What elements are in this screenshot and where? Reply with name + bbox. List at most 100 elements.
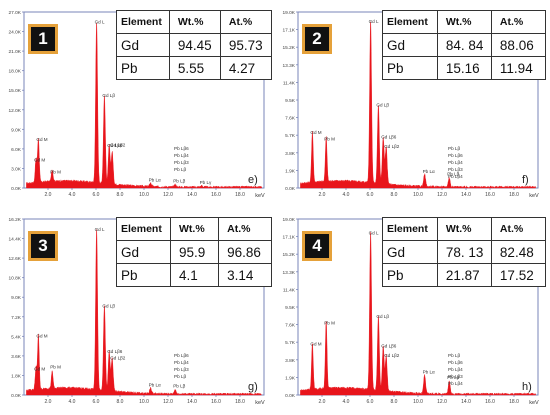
peak-label: Gd Lβ6 — [107, 143, 123, 148]
x-tick-label: 8.0 — [117, 192, 124, 198]
peak-label: Pb M — [324, 137, 335, 142]
y-tick-label: 3.6K — [11, 354, 22, 360]
x-tick-label: 4.0 — [69, 399, 76, 405]
panel-caption: g) — [248, 381, 258, 393]
x-tick-label: 2.0 — [319, 399, 326, 405]
peak-label: Pb Lβ — [448, 146, 460, 151]
peak-label: Pb Lβ4 — [448, 381, 463, 386]
table-cell: 15.16 — [436, 56, 492, 80]
x-tick-label: 18.0 — [509, 399, 519, 405]
y-tick-label: 0.0K — [11, 393, 22, 399]
peak-label: Pb Lα — [423, 369, 435, 374]
table-row: Pb 5.55 4.27 — [116, 56, 273, 80]
table-cell: Pb — [382, 56, 438, 80]
peak-label: Gd M — [310, 130, 321, 135]
x-tick-label: 18.0 — [235, 399, 245, 405]
peak-label: Pb Lβ3 — [448, 167, 463, 172]
x-tick-label: 16.0 — [485, 192, 495, 198]
x-unit-label: keV — [529, 400, 539, 406]
y-tick-label: 19.0K — [282, 217, 295, 223]
x-tick-label: 8.0 — [117, 399, 124, 405]
peak-label: Pb Lβ4 — [448, 160, 463, 165]
composition-table: Element Wt.% At.% Gd 95.9 96.86 Pb 4.1 3.14 — [115, 217, 272, 287]
peak-label: Pb M — [50, 169, 61, 174]
y-tick-label: 13.3K — [282, 270, 295, 276]
y-tick-label: 13.3K — [282, 63, 295, 69]
peak-label: Pb Lα — [149, 177, 161, 182]
peak-label: Gd L — [369, 19, 379, 24]
y-tick-label: 18.0K — [8, 69, 21, 75]
y-tick-label: 19.0K — [282, 10, 295, 16]
x-unit-label: keV — [255, 193, 265, 199]
peak-label: Gd L — [95, 227, 105, 232]
y-tick-label: 7.2K — [11, 315, 22, 321]
x-tick-label: 12.0 — [163, 399, 173, 405]
x-tick-label: 2.0 — [319, 192, 326, 198]
table-header-row: Element Wt.% At.% — [116, 10, 273, 34]
x-tick-label: 12.0 — [437, 399, 447, 405]
x-tick-label: 14.0 — [461, 399, 471, 405]
peak-label: Gd Lβ6 — [381, 135, 397, 140]
y-tick-label: 7.6K — [285, 116, 296, 122]
peak-label: Gd Lβ — [376, 102, 389, 107]
peak-label: Pb Lβ4 — [174, 153, 189, 158]
peak-label: Pb Lβ4 — [448, 174, 463, 179]
table-header-cell: At.% — [218, 217, 272, 241]
spectrum-area — [26, 229, 262, 396]
y-tick-label: 21.0K — [8, 49, 21, 55]
table-row: Gd 95.9 96.86 — [115, 240, 272, 264]
y-tick-label: 7.6K — [285, 323, 296, 329]
spectrum-area — [300, 232, 536, 396]
x-tick-label: 4.0 — [343, 192, 350, 198]
table-header-row: Element Wt.% At.% — [382, 10, 547, 34]
table-cell: 82.48 — [490, 240, 547, 264]
x-tick-label: 10.0 — [413, 192, 423, 198]
x-tick-label: 2.0 — [45, 192, 52, 198]
table-cell: 95.73 — [219, 33, 273, 57]
table-cell: Pb — [115, 263, 172, 287]
table-header-cell: At.% — [219, 10, 273, 34]
x-tick-label: 6.0 — [367, 192, 374, 198]
peak-label: Gd M — [36, 334, 47, 339]
peak-label: Gd Lβ2 — [110, 143, 126, 148]
composition-table: Element Wt.% At.% Gd 84. 84 88.06 Pb 15.16 11.94 — [382, 10, 547, 80]
peak-label: Gd Lβ2 — [384, 144, 400, 149]
table-cell: 11.94 — [490, 56, 547, 80]
y-tick-label: 10.8K — [8, 276, 21, 282]
y-tick-label: 17.1K — [282, 28, 295, 34]
y-tick-label: 9.0K — [11, 127, 22, 133]
peak-label: Gd Lβ — [102, 93, 115, 98]
table-row: Pb 21.87 17.52 — [382, 263, 547, 287]
x-tick-label: 12.0 — [437, 192, 447, 198]
panel-number-badge: 1 — [28, 24, 58, 54]
y-tick-label: 0.0K — [285, 186, 296, 192]
table-cell: 88.06 — [490, 33, 547, 57]
y-tick-label: 6.0K — [11, 147, 22, 153]
y-tick-label: 0.0K — [11, 186, 22, 192]
x-tick-label: 14.0 — [187, 399, 197, 405]
peak-label: Gd M — [36, 137, 47, 142]
y-tick-label: 14.4K — [8, 237, 21, 243]
peak-label: Pb Lβ — [174, 374, 186, 379]
table-header-cell: Element — [382, 10, 438, 34]
table-header-cell: Element — [116, 10, 170, 34]
peak-label: Pb M — [50, 365, 61, 370]
y-tick-label: 5.4K — [11, 334, 22, 340]
peak-label: Pb Lβ4 — [448, 367, 463, 372]
x-tick-label: 8.0 — [391, 192, 398, 198]
y-tick-label: 12.0K — [8, 108, 21, 114]
x-tick-label: 16.0 — [211, 192, 221, 198]
table-row: Pb 15.16 11.94 — [382, 56, 547, 80]
peak-label: Gd L — [95, 20, 105, 25]
spectrum-panel-1: 0.0K 3.0K 6.0K 9.0K 12.0K 15.0K 18.0K 21.0K 24.0… — [2, 2, 273, 202]
x-tick-label: 8.0 — [391, 399, 398, 405]
table-cell: Pb — [382, 263, 438, 287]
panel-number-badge: 4 — [302, 231, 332, 261]
table-cell: 95.9 — [170, 240, 220, 264]
y-tick-label: 16.2K — [8, 217, 21, 223]
y-tick-label: 15.2K — [282, 45, 295, 51]
x-tick-label: 10.0 — [139, 399, 149, 405]
peak-label: Gd Lβ6 — [381, 344, 397, 349]
y-tick-label: 5.7K — [285, 133, 296, 139]
x-tick-label: 16.0 — [485, 399, 495, 405]
